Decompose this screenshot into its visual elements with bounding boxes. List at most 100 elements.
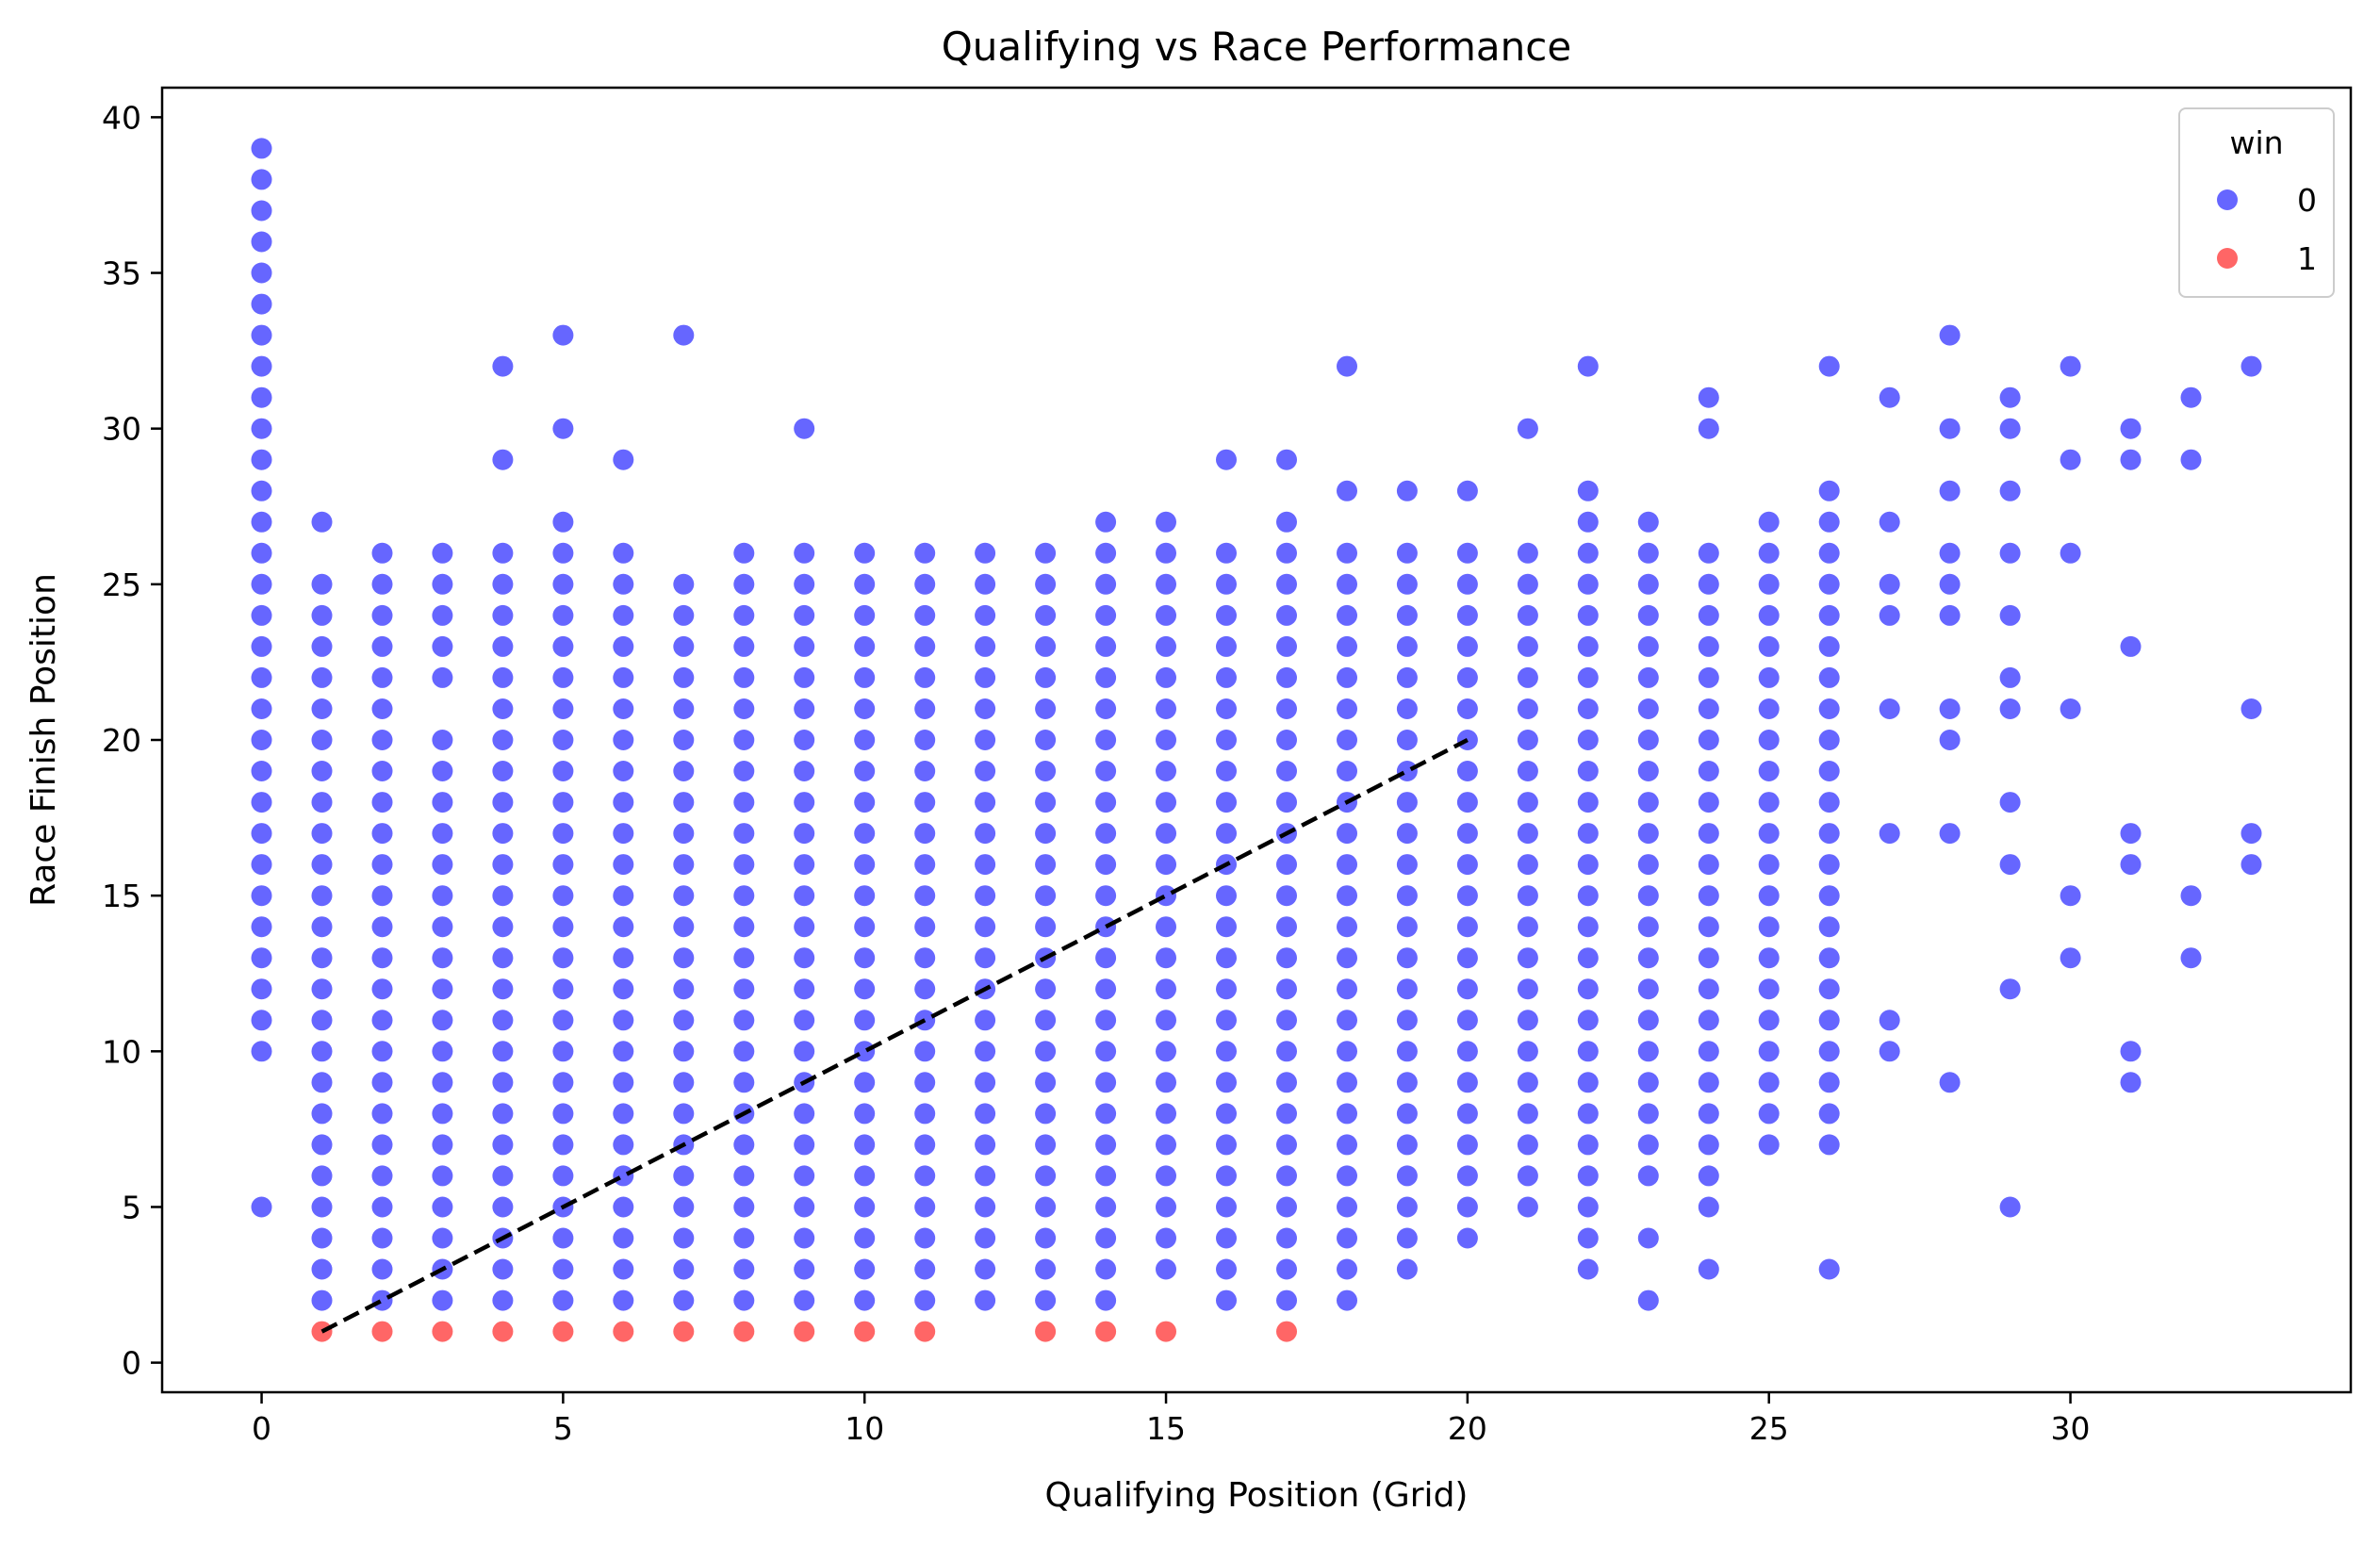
y-tick-label: 30 (102, 411, 141, 448)
data-point-win-0 (492, 854, 514, 876)
data-point-win-0 (371, 761, 393, 781)
data-point-win-0 (1698, 823, 1719, 845)
data-point-win-0 (1095, 635, 1117, 657)
data-point-win-0 (1095, 698, 1117, 719)
data-point-win-1 (432, 1321, 453, 1342)
data-point-win-0 (2120, 823, 2142, 845)
data-point-win-0 (251, 573, 272, 595)
data-point-win-0 (1517, 854, 1538, 876)
data-point-win-0 (1637, 1134, 1659, 1156)
data-point-win-0 (552, 823, 574, 845)
data-point-win-0 (1818, 1103, 1840, 1125)
data-point-win-0 (794, 604, 815, 626)
data-point-win-0 (1337, 1227, 1357, 1249)
data-point-win-0 (1035, 792, 1057, 813)
data-point-win-0 (552, 978, 574, 1000)
data-point-win-0 (613, 761, 634, 781)
data-point-win-0 (975, 1010, 996, 1031)
data-point-win-0 (613, 1196, 634, 1218)
data-point-win-0 (432, 604, 453, 626)
data-point-win-0 (1216, 1134, 1237, 1156)
data-point-win-0 (1276, 1165, 1297, 1187)
data-point-win-0 (1095, 511, 1117, 533)
data-point-win-0 (492, 1258, 514, 1280)
data-point-win-0 (794, 1010, 815, 1031)
data-point-win-0 (1577, 1134, 1599, 1156)
data-point-win-0 (1396, 978, 1418, 1000)
data-point-win-0 (1939, 604, 1961, 626)
data-point-win-0 (371, 947, 393, 969)
data-point-win-0 (1818, 1258, 1840, 1280)
data-point-win-0 (975, 947, 996, 969)
data-point-win-0 (1637, 1227, 1659, 1249)
data-point-win-0 (794, 1227, 815, 1249)
data-point-win-0 (492, 355, 514, 377)
data-point-win-0 (1698, 604, 1719, 626)
data-point-win-0 (854, 604, 876, 626)
data-point-win-0 (1577, 635, 1599, 657)
data-point-win-0 (1698, 1258, 1719, 1280)
data-point-win-0 (673, 885, 695, 907)
data-point-win-1 (733, 1321, 755, 1342)
data-point-win-0 (1698, 1010, 1719, 1031)
data-point-win-0 (1276, 916, 1297, 938)
data-point-win-0 (371, 823, 393, 845)
data-point-win-0 (1035, 885, 1057, 907)
data-point-win-0 (1456, 1103, 1478, 1125)
data-point-win-0 (1156, 730, 1176, 750)
data-point-win-0 (1095, 947, 1117, 969)
data-point-win-0 (1216, 698, 1237, 719)
data-point-win-0 (1456, 698, 1478, 719)
data-point-win-0 (673, 1165, 695, 1187)
data-point-win-0 (1276, 792, 1297, 813)
data-point-win-0 (1879, 1010, 1900, 1031)
data-point-win-0 (794, 885, 815, 907)
data-point-win-0 (673, 854, 695, 876)
reference-line (320, 738, 1469, 1334)
data-point-win-0 (673, 823, 695, 845)
data-point-win-1 (1156, 1321, 1176, 1342)
data-point-win-0 (1337, 885, 1357, 907)
data-point-win-0 (371, 698, 393, 719)
data-point-win-0 (1456, 666, 1478, 688)
data-point-win-0 (1396, 1227, 1418, 1249)
data-point-win-0 (1035, 698, 1057, 719)
data-point-win-0 (914, 1227, 936, 1249)
data-point-win-0 (1156, 666, 1176, 688)
data-point-win-0 (1818, 635, 1840, 657)
y-tick-label: 40 (102, 99, 141, 136)
data-point-win-0 (1095, 730, 1117, 750)
data-point-win-0 (1577, 761, 1599, 781)
data-point-win-0 (1456, 604, 1478, 626)
data-point-win-0 (1517, 947, 1538, 969)
data-point-win-0 (1698, 1134, 1719, 1156)
data-point-win-0 (2120, 1072, 2142, 1093)
data-point-win-1 (371, 1321, 393, 1342)
data-point-win-0 (1337, 635, 1357, 657)
data-point-win-0 (371, 604, 393, 626)
data-point-win-0 (1035, 1258, 1057, 1280)
data-point-win-0 (1095, 1165, 1117, 1187)
data-point-win-0 (914, 1289, 936, 1311)
data-point-win-0 (794, 698, 815, 719)
data-point-win-0 (914, 978, 936, 1000)
data-point-win-0 (311, 1289, 333, 1311)
data-point-win-0 (1095, 792, 1117, 813)
data-point-win-0 (1396, 1041, 1418, 1062)
data-point-win-0 (975, 604, 996, 626)
data-point-win-0 (794, 635, 815, 657)
data-point-win-0 (1577, 542, 1599, 564)
data-point-win-0 (1939, 823, 1961, 845)
data-point-win-0 (613, 573, 634, 595)
data-point-win-0 (1396, 698, 1418, 719)
data-point-win-0 (1035, 666, 1057, 688)
y-axis-ticks: 0 5 10 15 20 25 30 35 40 (102, 99, 162, 1382)
data-point-win-0 (975, 761, 996, 781)
data-point-win-0 (1879, 511, 1900, 533)
data-point-win-0 (1637, 730, 1659, 750)
data-point-win-0 (251, 730, 272, 750)
data-point-win-0 (613, 1227, 634, 1249)
data-point-win-0 (733, 947, 755, 969)
data-point-win-0 (1337, 480, 1357, 501)
data-point-win-0 (1637, 823, 1659, 845)
